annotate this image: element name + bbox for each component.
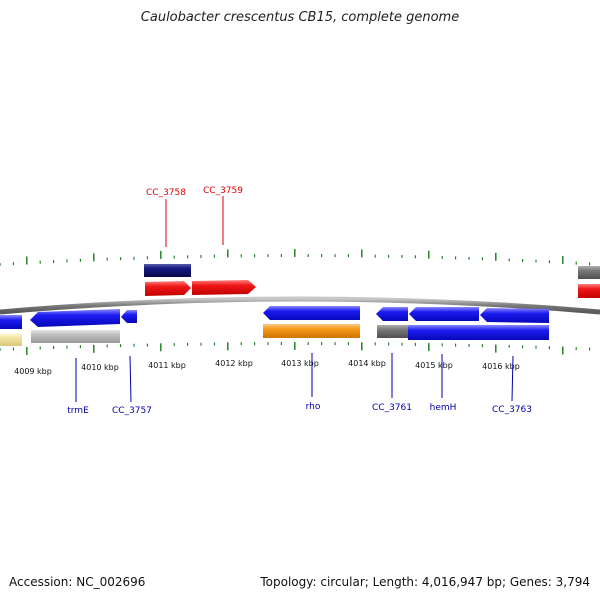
gene-label-cc3763[interactable]: CC_3763 <box>492 405 532 415</box>
gene-label-rho[interactable]: rho <box>306 402 321 412</box>
gene-label-hemh[interactable]: hemH <box>430 403 457 413</box>
gene-feature-cc3758[interactable] <box>145 281 191 296</box>
genome-backbone <box>0 296 600 315</box>
gene-feature-cc3757[interactable] <box>121 310 137 323</box>
bottom-gene-labels: trmE CC_3757 rho CC_3761 hemH CC_3763 <box>67 353 532 416</box>
scale-label: 4010 kbp <box>81 363 119 372</box>
scale-labels: 4009 kbp 4010 kbp 4011 kbp 4012 kbp 4013… <box>14 359 520 376</box>
top-gene-labels: CC_3758 CC_3759 <box>146 186 243 247</box>
gene-feature-cc3759[interactable] <box>192 280 256 295</box>
gene-feature-cc3761[interactable] <box>376 307 408 321</box>
forward-strand-features <box>144 264 600 298</box>
gene-feature-lightgrey[interactable] <box>31 330 120 343</box>
genome-summary-text: Topology: circular; Length: 4,016,947 bp… <box>260 575 590 589</box>
gene-feature-cc3763[interactable] <box>480 308 549 323</box>
scale-label: 4015 kbp <box>415 361 453 370</box>
gene-feature-grey[interactable] <box>377 325 408 338</box>
gene-label-cc3759[interactable]: CC_3759 <box>203 186 243 196</box>
map-title: Caulobacter crescentus CB15, complete ge… <box>140 10 460 25</box>
outer-tick-marks <box>0 249 591 266</box>
gene-feature-rho[interactable] <box>263 306 360 320</box>
reverse-strand-features <box>0 306 549 346</box>
accession-text: Accession: NC_002696 <box>9 575 146 589</box>
gene-label-trme[interactable]: trmE <box>67 406 89 416</box>
gene-feature-navy[interactable] <box>144 264 191 277</box>
gene-feature-trme[interactable] <box>30 309 120 327</box>
scale-label: 4013 kbp <box>281 359 319 368</box>
gene-label-cc3758[interactable]: CC_3758 <box>146 188 186 198</box>
gene-feature-edge-left[interactable] <box>0 315 22 329</box>
gene-feature-orange[interactable] <box>263 324 360 338</box>
gene-feature-blue-long[interactable] <box>408 325 549 340</box>
gene-label-cc3757[interactable]: CC_3757 <box>112 406 152 416</box>
label-leader <box>129 355 132 403</box>
gene-label-cc3761[interactable]: CC_3761 <box>372 403 412 413</box>
gene-feature-hemh[interactable] <box>409 307 479 321</box>
inner-tick-marks <box>0 342 591 355</box>
scale-label: 4011 kbp <box>148 361 186 370</box>
scale-label: 4012 kbp <box>215 359 253 368</box>
scale-label: 4009 kbp <box>14 367 52 376</box>
label-leader <box>511 355 514 402</box>
scale-label: 4014 kbp <box>348 359 386 368</box>
gene-feature-grey-edge[interactable] <box>578 266 600 279</box>
gene-feature-red-edge[interactable] <box>578 284 600 298</box>
scale-label: 4016 kbp <box>482 362 520 371</box>
gene-feature-yellow-left[interactable] <box>0 333 22 346</box>
